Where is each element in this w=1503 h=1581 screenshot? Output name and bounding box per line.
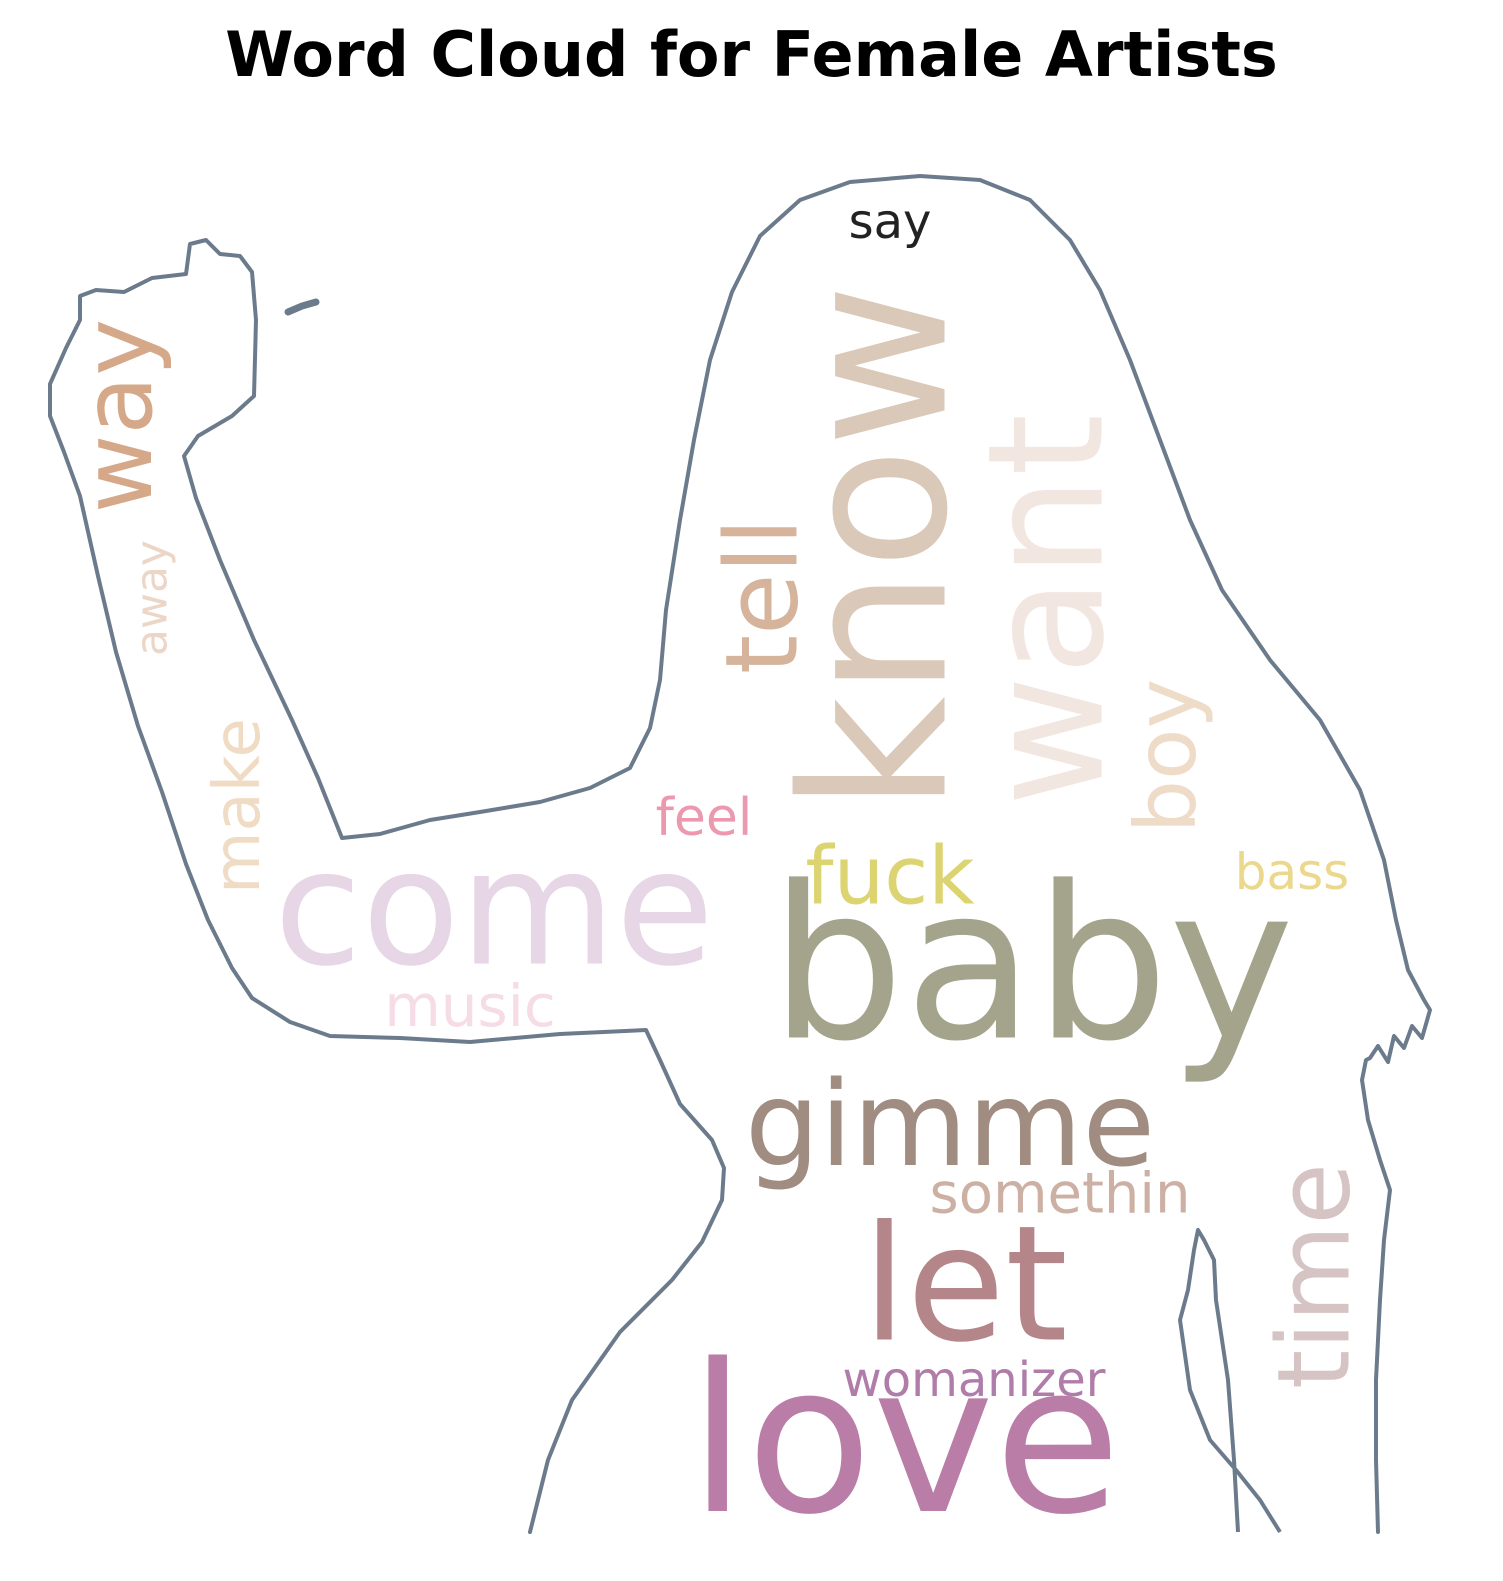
- word-say: say: [849, 194, 932, 250]
- word-away: away: [127, 540, 178, 656]
- word-fuck: fuck: [805, 830, 975, 923]
- word-time: time: [1256, 1163, 1373, 1389]
- word-tell: tell: [704, 518, 821, 674]
- word-music: music: [384, 972, 555, 1040]
- word-want: want: [953, 413, 1140, 806]
- silhouette-outline: [48, 174, 1432, 1534]
- word-gimme: gimme: [745, 1055, 1155, 1193]
- word-feel: feel: [656, 788, 753, 848]
- word-way: way: [62, 319, 174, 513]
- word-love: love: [689, 1320, 1121, 1560]
- word-bass: bass: [1235, 843, 1349, 901]
- silhouette-fleck: [284, 298, 320, 316]
- silhouette-inner-line: [1178, 1228, 1282, 1534]
- word-come: come: [274, 815, 714, 1002]
- word-let: let: [862, 1191, 1068, 1378]
- word-somethin: somethin: [930, 1162, 1191, 1227]
- word-baby: baby: [770, 841, 1295, 1088]
- word-make: make: [201, 718, 275, 894]
- word-womanizer: womanizer: [842, 1352, 1105, 1408]
- word-know: know: [760, 284, 993, 813]
- word-boy: boy: [1117, 679, 1215, 833]
- chart-title: Word Cloud for Female Artists: [225, 18, 1278, 91]
